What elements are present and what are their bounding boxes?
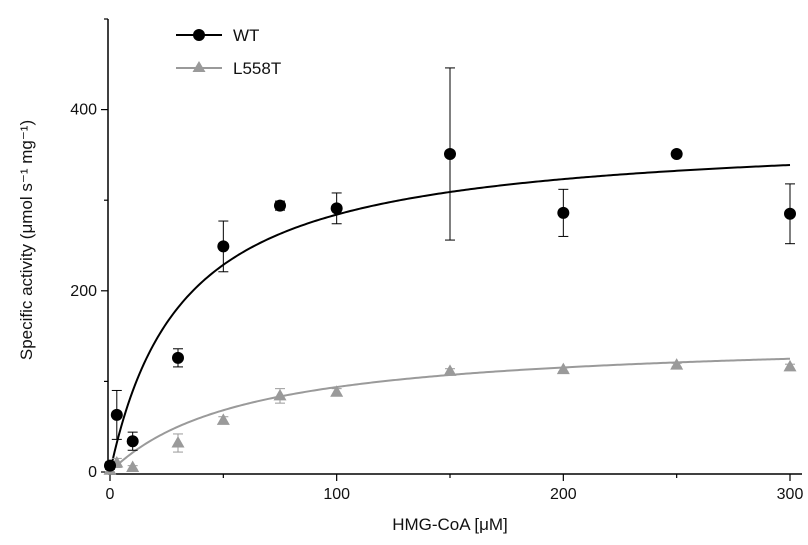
legend: WT L558T	[176, 26, 281, 78]
data-point	[274, 199, 286, 212]
y-tick-label: 400	[70, 102, 97, 119]
y-tick-label: 200	[70, 283, 97, 300]
x-tick-label: 200	[550, 486, 577, 503]
data-point	[330, 202, 343, 215]
x-tick-label: 300	[777, 486, 804, 503]
legend-l558t-marker	[192, 61, 206, 72]
data-point	[172, 351, 184, 364]
data-point	[126, 435, 139, 448]
data-point	[104, 459, 116, 472]
data-point	[557, 206, 570, 219]
series-l558t	[103, 358, 797, 475]
data-point	[126, 460, 140, 472]
data-point	[273, 388, 287, 401]
x-axis-title: HMG-CoA [μM]	[392, 515, 508, 534]
legend-wt-marker	[193, 29, 205, 41]
data-point	[330, 385, 344, 397]
axes: 0 200 400 0 100 200 300	[70, 18, 804, 503]
legend-wt-label: WT	[233, 26, 259, 45]
data-point	[783, 359, 797, 372]
x-tick-label: 0	[106, 486, 115, 503]
data-series	[103, 67, 797, 475]
y-tick-label: 0	[88, 464, 97, 481]
data-point	[444, 147, 456, 160]
data-point	[556, 362, 570, 375]
x-tick-label: 100	[323, 486, 350, 503]
data-point	[110, 408, 123, 421]
legend-l558t-label: L558T	[233, 59, 281, 78]
data-point	[217, 240, 230, 253]
data-point	[670, 147, 683, 160]
series-wt	[104, 67, 796, 472]
data-point	[171, 436, 185, 448]
y-axis-title: Specific activity (μmol s⁻¹ mg⁻¹)	[17, 120, 36, 360]
data-point	[443, 364, 457, 376]
data-point	[670, 358, 684, 370]
data-point	[784, 207, 796, 220]
data-point	[216, 413, 230, 425]
